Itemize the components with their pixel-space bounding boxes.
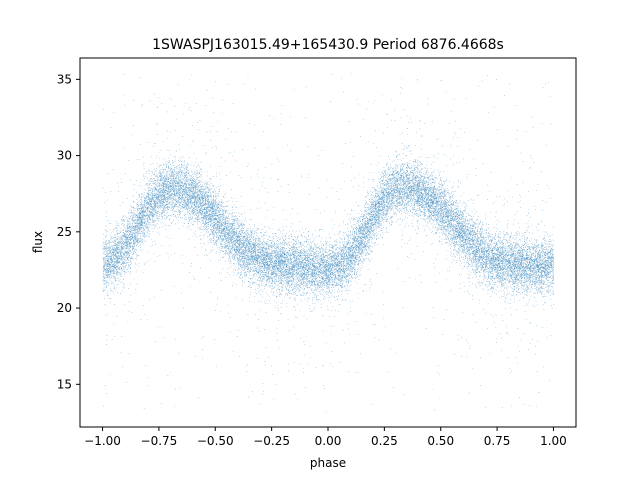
x-tick-label: −0.25: [253, 434, 290, 448]
x-tick-label: 0.00: [315, 434, 342, 448]
x-tick-label: 1.00: [540, 434, 567, 448]
y-tick-label: 20: [57, 301, 72, 315]
x-axis-label: phase: [310, 456, 346, 470]
x-tick-label: −0.75: [141, 434, 178, 448]
x-tick-label: −1.00: [84, 434, 121, 448]
y-tick-label: 30: [57, 149, 72, 163]
y-tick-label: 15: [57, 377, 72, 391]
chart-title: 1SWASPJ163015.49+165430.9 Period 6876.46…: [152, 37, 504, 53]
y-tick-label: 25: [57, 225, 72, 239]
x-tick-label: 0.50: [427, 434, 454, 448]
y-axis-label: flux: [31, 231, 45, 253]
x-tick-label: −0.50: [197, 434, 234, 448]
x-tick-label: 0.25: [371, 434, 398, 448]
y-tick-label: 35: [57, 72, 72, 86]
y-axis-ticks: 15 20 25 30 35: [57, 72, 80, 391]
x-tick-label: 0.75: [484, 434, 511, 448]
x-axis-ticks: −1.00 −0.75 −0.50 −0.25 0.00 0.25 0.50 0.75 1.00: [84, 427, 567, 448]
